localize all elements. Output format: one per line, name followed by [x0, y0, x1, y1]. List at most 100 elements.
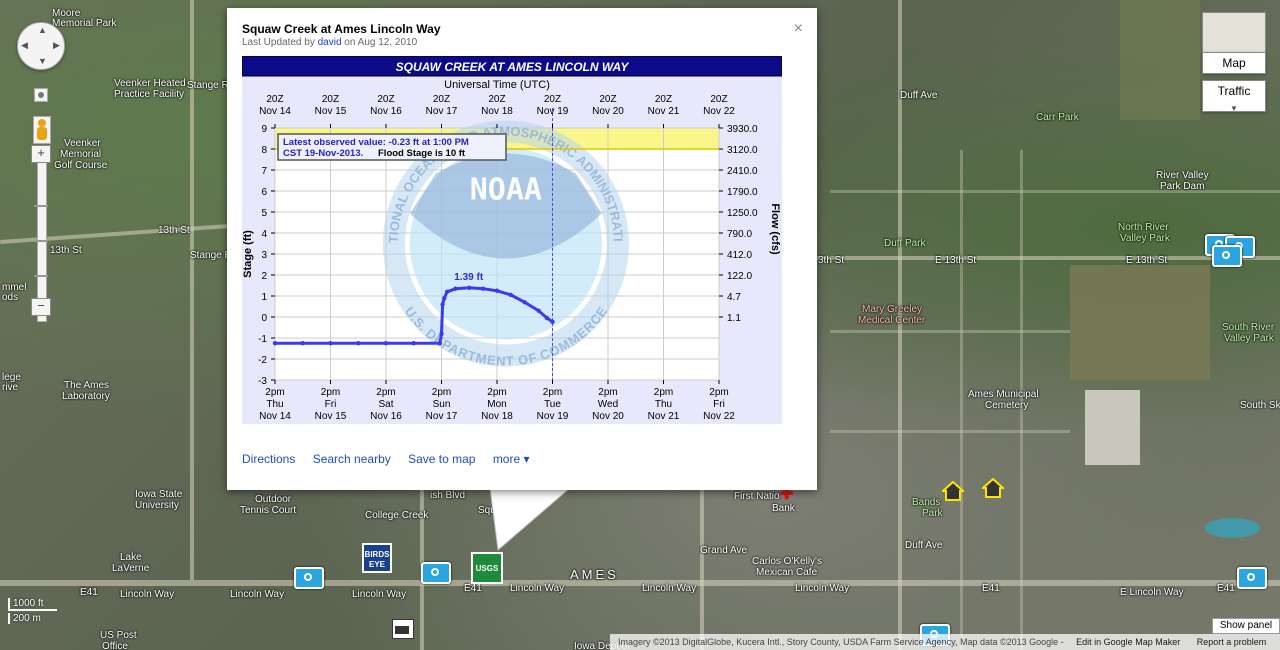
- save-to-map-link[interactable]: Save to map: [408, 452, 476, 466]
- annotation-line1: Latest observed value: -0.23 ft at 1:00 …: [283, 137, 469, 148]
- map-label: Duff Ave: [905, 540, 943, 551]
- map-label: Bank: [772, 503, 795, 514]
- map-label: University: [135, 500, 179, 511]
- y2-tick-label: 3930.0: [727, 124, 758, 135]
- birds-eye-label: BIRDS: [364, 550, 390, 559]
- usgs-marker-icon[interactable]: USGS: [471, 552, 503, 584]
- y2-tick-label: 790.0: [727, 229, 752, 240]
- y2-tick-label: 122.0: [727, 271, 752, 282]
- map-label: First Natio: [734, 491, 780, 502]
- zoom-slider[interactable]: [37, 145, 47, 322]
- close-icon[interactable]: ×: [793, 20, 803, 37]
- show-panel-button[interactable]: Show panel: [1212, 618, 1280, 634]
- map-type-button[interactable]: Map: [1202, 52, 1266, 74]
- map-label: Memorial Park: [52, 18, 117, 29]
- camera-icon[interactable]: [1212, 245, 1242, 267]
- bottom-tick-label: Nov 16: [370, 411, 402, 422]
- stage-point: [300, 341, 305, 346]
- map-label: Park Dam: [1160, 181, 1205, 192]
- top-tick-label: 20Z: [710, 94, 727, 105]
- map-type-thumbnail[interactable]: [1202, 12, 1266, 54]
- y2-tick-label: 1250.0: [727, 208, 758, 219]
- scale-bar: 1000 ft 200 m: [8, 598, 57, 624]
- bottom-tick-label: Tue: [544, 399, 561, 410]
- bottom-tick-label: Nov 20: [592, 411, 624, 422]
- noaa-watermark-gull: [409, 153, 602, 259]
- hydrograph-chart: SQUAW CREEK AT AMES LINCOLN WAY Universal…: [242, 56, 782, 424]
- y-tick-label: 0: [261, 313, 267, 324]
- map-label: Valley Park: [1120, 233, 1170, 244]
- map-label: Office: [102, 641, 128, 650]
- stage-point: [550, 319, 555, 325]
- map-label: Veenker: [64, 138, 101, 149]
- stage-series-line: [275, 286, 554, 345]
- top-tick-label: 20Z: [655, 94, 672, 105]
- zoom-in-button[interactable]: +: [31, 145, 51, 163]
- reset-view-icon[interactable]: [34, 88, 48, 102]
- street-view-pegman-icon[interactable]: [33, 116, 51, 144]
- directions-link[interactable]: Directions: [242, 452, 296, 466]
- bottom-tick-label: 2pm: [321, 387, 340, 398]
- pan-left-icon[interactable]: ◀: [21, 40, 28, 50]
- zoom-out-button[interactable]: −: [31, 298, 51, 316]
- map-label: E 13th St: [1126, 255, 1168, 266]
- map-label: Mary Greeley: [862, 304, 923, 315]
- y-tick-label: 2: [261, 271, 267, 282]
- stage-point: [440, 302, 445, 307]
- pan-control[interactable]: ▲ ▼ ◀ ▶: [17, 22, 65, 70]
- camera-icon[interactable]: [294, 567, 324, 589]
- map-label: rive: [2, 382, 19, 393]
- stage-point: [272, 341, 278, 346]
- map-label: Ames Municipal: [968, 389, 1039, 400]
- map-label: LaVerne: [112, 563, 150, 574]
- stage-point: [411, 341, 416, 346]
- more-link[interactable]: more ▾: [492, 452, 530, 466]
- camera-icon[interactable]: [1237, 567, 1267, 589]
- camera-icon[interactable]: [421, 562, 451, 584]
- traffic-button[interactable]: Traffic ▼: [1202, 80, 1266, 113]
- annotation-box: [277, 133, 507, 161]
- zoom-tick: [34, 205, 48, 207]
- house-icon[interactable]: [982, 478, 1004, 498]
- scale-ft: 1000 ft: [8, 598, 57, 611]
- pan-up-icon[interactable]: ▲: [38, 25, 47, 35]
- map-label: Lincoln Way: [352, 589, 407, 600]
- stage-point: [544, 315, 550, 321]
- map-label: Duff Ave: [900, 90, 938, 101]
- house-icon[interactable]: [942, 481, 964, 501]
- stage-point: [508, 292, 514, 298]
- pan-down-icon[interactable]: ▼: [38, 56, 47, 66]
- map-label: Lake: [120, 552, 142, 563]
- map-label: Practice Facility: [114, 89, 185, 100]
- map-label: mmel: [2, 282, 27, 293]
- updated-user-link[interactable]: david: [317, 37, 342, 48]
- field: [1070, 265, 1210, 380]
- map-label: ods: [2, 292, 19, 303]
- map-label: E41: [982, 583, 1000, 594]
- map-label: lege: [2, 372, 21, 383]
- map-label: Carr Park: [1036, 112, 1079, 123]
- pan-right-icon[interactable]: ▶: [53, 40, 60, 50]
- top-tick-label: Nov 16: [370, 106, 402, 117]
- film-icon[interactable]: [392, 619, 414, 639]
- report-problem-link[interactable]: Report a problem: [1196, 637, 1267, 647]
- birds-eye-label: EYE: [368, 560, 385, 569]
- map-label: Duff Park: [884, 238, 926, 249]
- pond: [1205, 518, 1260, 538]
- y2-tick-label: 4.7: [727, 292, 741, 303]
- top-axis-label: Universal Time (UTC): [444, 79, 550, 91]
- y-tick-label: 5: [261, 208, 267, 219]
- y2-axis-label: Flow (cfs): [769, 203, 781, 255]
- bottom-tick-label: Nov 14: [259, 411, 291, 422]
- birds-eye-icon[interactable]: BIRDS EYE: [362, 543, 392, 573]
- y-tick-label: 1: [261, 292, 267, 303]
- edit-map-maker-link[interactable]: Edit in Google Map Maker: [1076, 637, 1181, 647]
- chevron-down-icon: ▼: [1230, 104, 1238, 113]
- map-label: ish Blvd: [430, 490, 466, 501]
- search-nearby-link[interactable]: Search nearby: [312, 452, 391, 466]
- map-label: Carlos O'Kelly's: [752, 556, 822, 567]
- stage-point: [383, 341, 389, 346]
- map-label: Bands: [912, 497, 941, 508]
- map-label: 3th St: [818, 255, 845, 266]
- map-footer: Imagery ©2013 DigitalGlobe, Kucera Intl.…: [610, 634, 1280, 650]
